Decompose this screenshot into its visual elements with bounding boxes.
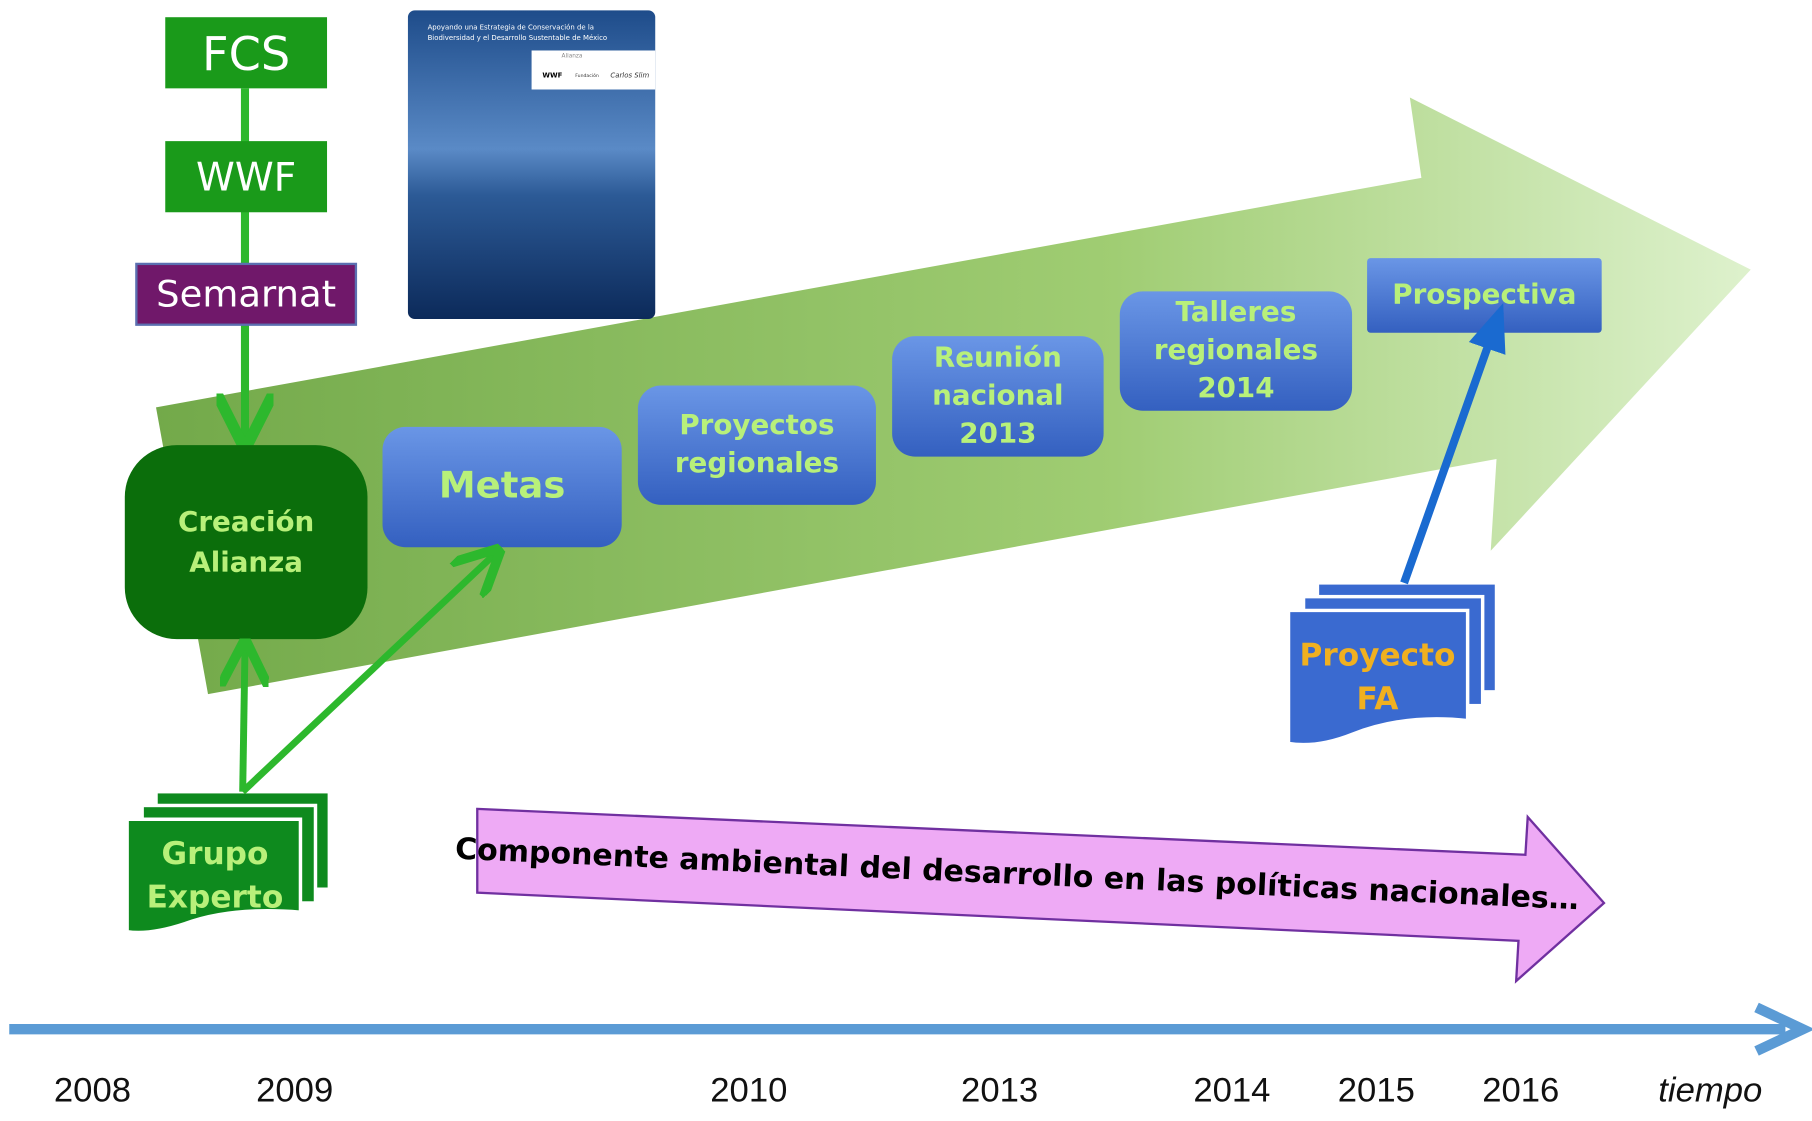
timeline-label: tiempo <box>1658 1072 1762 1110</box>
group-label: Experto <box>147 879 284 915</box>
year-label: 2014 <box>1193 1072 1270 1110</box>
source-label: Semarnat <box>156 273 336 316</box>
group-label: Grupo <box>161 836 268 872</box>
step-label: 2014 <box>1197 371 1274 404</box>
year-label: 2013 <box>961 1072 1038 1110</box>
step-label: Talleres <box>1176 295 1297 328</box>
book-header <box>532 50 656 89</box>
step-label: Reunión <box>934 341 1062 374</box>
step-label: nacional <box>932 378 1063 411</box>
year-label: 2016 <box>1482 1072 1559 1110</box>
step-label: 2013 <box>959 416 1036 449</box>
book-title: Biodiversidad y el Desarrollo Sustentabl… <box>428 34 608 42</box>
year-label: 2009 <box>256 1072 333 1110</box>
book-brand: Alianza <box>562 54 583 60</box>
creation-box <box>125 445 368 639</box>
creation-label: Alianza <box>189 545 303 578</box>
book-logo: Carlos Slim <box>610 72 649 80</box>
book-logo: Fundación <box>575 72 599 79</box>
connector <box>243 648 245 791</box>
step-label: Metas <box>439 464 565 507</box>
creation-label: Creación <box>178 505 314 538</box>
step-label: Proyectos <box>679 408 834 441</box>
step-label: regionales <box>1154 333 1318 366</box>
step-label: regionales <box>675 446 839 479</box>
source-label: FCS <box>202 27 290 81</box>
year-label: 2008 <box>54 1072 131 1110</box>
source-label: WWF <box>196 156 296 201</box>
step-box <box>638 386 876 505</box>
year-label: 2015 <box>1338 1072 1415 1110</box>
project-label: Proyecto <box>1300 637 1456 673</box>
diagram: FCS WWF Semarnat Apoyando una Estrategia… <box>0 0 1812 1121</box>
book-title: Apoyando una Estrategia de Conservación … <box>428 24 594 32</box>
book-logo: WWF <box>542 72 562 80</box>
step-label: Prospectiva <box>1392 278 1576 311</box>
year-label: 2010 <box>710 1072 787 1110</box>
project-label: FA <box>1357 681 1399 717</box>
